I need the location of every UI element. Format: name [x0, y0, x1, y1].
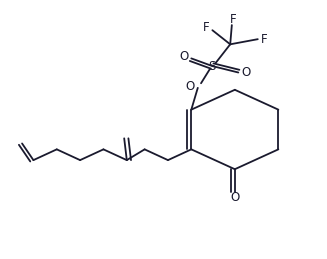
Text: O: O	[180, 50, 189, 63]
Text: F: F	[203, 21, 210, 34]
Text: F: F	[230, 13, 237, 26]
Text: F: F	[261, 33, 267, 46]
Text: O: O	[185, 80, 194, 93]
Text: O: O	[230, 191, 239, 204]
Text: O: O	[241, 66, 251, 79]
Text: S: S	[209, 60, 216, 73]
